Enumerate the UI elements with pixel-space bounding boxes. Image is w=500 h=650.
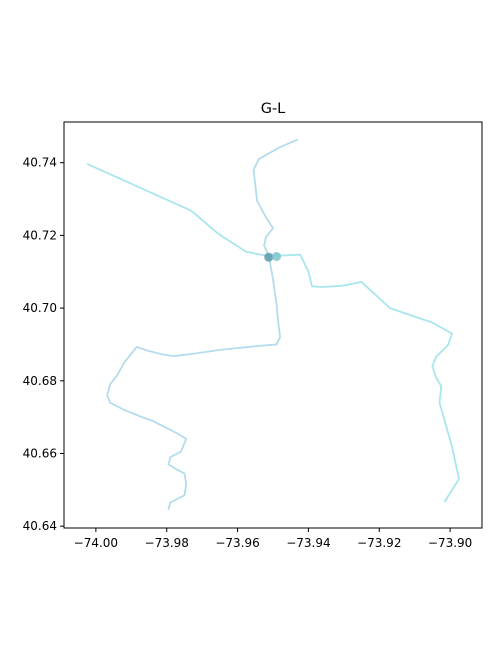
x-tick-label: −74.00 <box>74 536 118 550</box>
plot-frame <box>63 121 483 529</box>
x-tick-label: −73.90 <box>428 536 472 550</box>
series-line-1 <box>86 163 460 503</box>
y-tick-label: 40.66 <box>23 446 57 460</box>
x-tick-label: −73.94 <box>286 536 330 550</box>
y-tick-label: 40.64 <box>23 519 57 533</box>
y-tick-label: 40.72 <box>23 228 57 242</box>
series-line-2 <box>106 138 298 511</box>
station-marker-2 <box>272 251 282 261</box>
station-marker-1 <box>264 252 274 262</box>
marker-layer <box>264 251 282 262</box>
y-tick-label: 40.68 <box>23 374 57 388</box>
x-tick-label: −73.98 <box>145 536 189 550</box>
x-axis: −74.00 −73.98 −73.96 −73.94 −73.92 −73.90 <box>74 528 472 550</box>
chart-title: G-L <box>261 101 286 117</box>
y-tick-label: 40.74 <box>23 156 57 170</box>
series-layer <box>86 138 460 511</box>
x-tick-label: −73.92 <box>357 536 401 550</box>
y-tick-label: 40.70 <box>23 301 57 315</box>
x-tick-label: −73.96 <box>215 536 259 550</box>
y-axis: 40.64 40.66 40.68 40.70 40.72 40.74 <box>23 156 64 533</box>
